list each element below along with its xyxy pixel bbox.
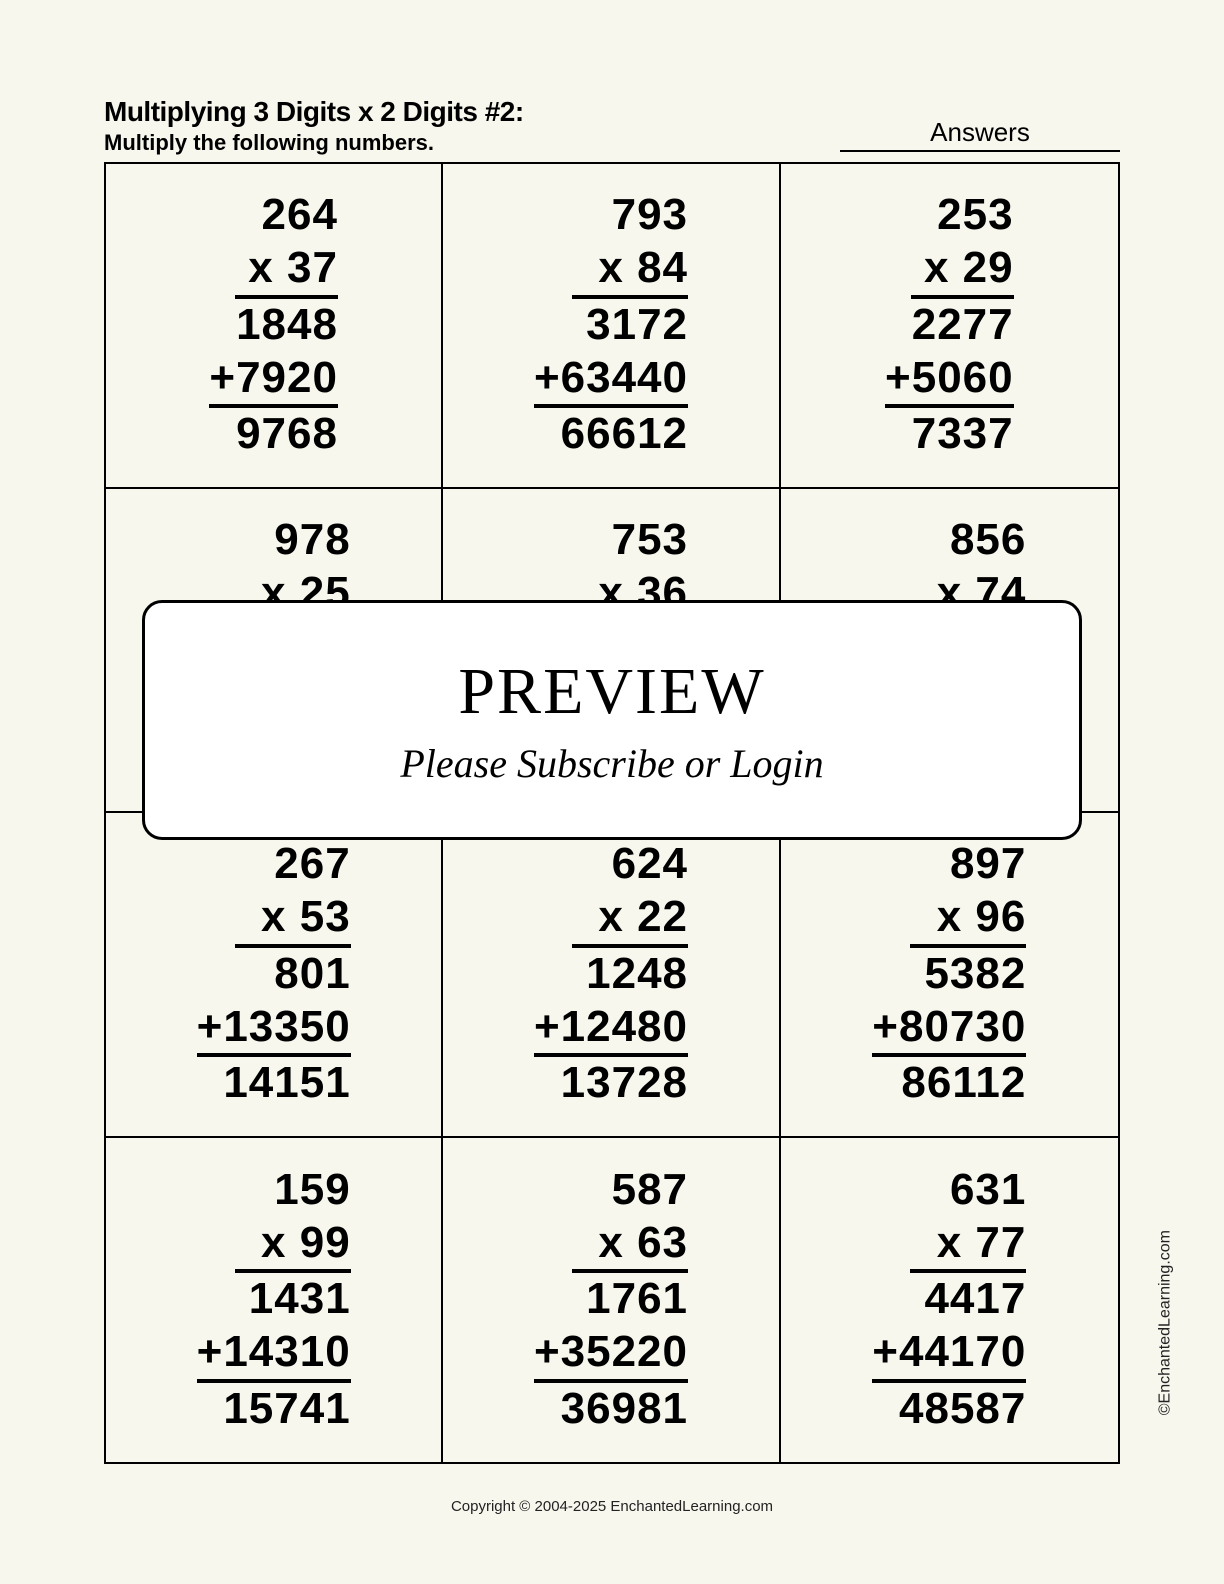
partial-product-2: +44170 xyxy=(872,1326,1026,1383)
multiplier-line: x 84 xyxy=(534,242,688,299)
result: 9768 xyxy=(209,408,338,461)
copyright-text: Copyright © 2004-2025 EnchantedLearning.… xyxy=(0,1498,1224,1515)
partial-product-1: 2277 xyxy=(885,299,1014,352)
header-left: Multiplying 3 Digits x 2 Digits #2: Mult… xyxy=(104,96,524,156)
problem-cell: 159 x 99 1431+14310 15741 xyxy=(106,1138,443,1463)
problem: 264 x 37 1848+7920 9768 xyxy=(209,189,338,461)
multiplicand: 587 xyxy=(534,1164,688,1217)
partial-product-2: +7920 xyxy=(209,352,338,409)
result: 13728 xyxy=(534,1057,688,1110)
overlay-title: PREVIEW xyxy=(458,654,765,730)
partial-product-1: 5382 xyxy=(872,948,1026,1001)
worksheet-subtitle: Multiply the following numbers. xyxy=(104,130,524,156)
partial-product-1: 1848 xyxy=(209,299,338,352)
partial-product-2: +14310 xyxy=(197,1326,351,1383)
partial-product-1: 1431 xyxy=(197,1273,351,1326)
partial-product-1: 1248 xyxy=(534,948,688,1001)
multiplicand: 267 xyxy=(197,838,351,891)
problem-cell: 897 x 96 5382+80730 86112 xyxy=(781,813,1118,1138)
result: 14151 xyxy=(197,1057,351,1110)
multiplicand: 753 xyxy=(534,514,688,567)
problem: 253 x 29 2277+5060 7337 xyxy=(885,189,1014,461)
problem-cell: 267 x 53 801+13350 14151 xyxy=(106,813,443,1138)
multiplier-line: x 99 xyxy=(197,1217,351,1274)
partial-product-1: 4417 xyxy=(872,1273,1026,1326)
result: 86112 xyxy=(872,1057,1026,1110)
partial-product-2: +63440 xyxy=(534,352,688,409)
multiplicand: 793 xyxy=(534,189,688,242)
result: 7337 xyxy=(885,408,1014,461)
problem-cell: 624 x 22 1248+12480 13728 xyxy=(443,813,780,1138)
multiplicand: 631 xyxy=(872,1164,1026,1217)
multiplier-line: x 77 xyxy=(872,1217,1026,1274)
multiplier-line: x 63 xyxy=(534,1217,688,1274)
partial-product-2: +12480 xyxy=(534,1001,688,1058)
multiplier-line: x 96 xyxy=(872,891,1026,948)
multiplier-line: x 22 xyxy=(534,891,688,948)
problem: 624 x 22 1248+12480 13728 xyxy=(534,838,688,1110)
partial-product-2: +35220 xyxy=(534,1326,688,1383)
multiplicand: 624 xyxy=(534,838,688,891)
result: 15741 xyxy=(197,1383,351,1436)
multiplicand: 264 xyxy=(209,189,338,242)
problem-cell: 264 x 37 1848+7920 9768 xyxy=(106,164,443,489)
problem: 897 x 96 5382+80730 86112 xyxy=(872,838,1026,1110)
side-watermark: ©EnchantedLearning.com xyxy=(1156,1230,1174,1415)
partial-product-2: +13350 xyxy=(197,1001,351,1058)
problem: 631 x 77 4417+44170 48587 xyxy=(872,1164,1026,1436)
partial-product-1: 801 xyxy=(197,948,351,1001)
multiplicand: 897 xyxy=(872,838,1026,891)
answers-label: Answers xyxy=(840,117,1120,152)
partial-product-2: +5060 xyxy=(885,352,1014,409)
multiplier-line: x 53 xyxy=(197,891,351,948)
header: Multiplying 3 Digits x 2 Digits #2: Mult… xyxy=(104,96,1120,156)
multiplier-line: x 29 xyxy=(885,242,1014,299)
problem-cell: 587 x 63 1761+35220 36981 xyxy=(443,1138,780,1463)
result: 66612 xyxy=(534,408,688,461)
result: 48587 xyxy=(872,1383,1026,1436)
partial-product-1: 3172 xyxy=(534,299,688,352)
problem: 793 x 84 3172+63440 66612 xyxy=(534,189,688,461)
multiplicand: 253 xyxy=(885,189,1014,242)
problem-cell: 253 x 29 2277+5060 7337 xyxy=(781,164,1118,489)
partial-product-1: 1761 xyxy=(534,1273,688,1326)
problem: 159 x 99 1431+14310 15741 xyxy=(197,1164,351,1436)
problem: 587 x 63 1761+35220 36981 xyxy=(534,1164,688,1436)
problem-cell: 793 x 84 3172+63440 66612 xyxy=(443,164,780,489)
multiplicand: 159 xyxy=(197,1164,351,1217)
preview-overlay: PREVIEW Please Subscribe or Login xyxy=(142,600,1082,840)
multiplicand: 856 xyxy=(872,514,1026,567)
partial-product-2: +80730 xyxy=(872,1001,1026,1058)
overlay-subtitle: Please Subscribe or Login xyxy=(400,740,823,787)
problem: 267 x 53 801+13350 14151 xyxy=(197,838,351,1110)
multiplicand: 978 xyxy=(197,514,351,567)
worksheet-title: Multiplying 3 Digits x 2 Digits #2: xyxy=(104,96,524,128)
result: 36981 xyxy=(534,1383,688,1436)
multiplier-line: x 37 xyxy=(209,242,338,299)
problem-cell: 631 x 77 4417+44170 48587 xyxy=(781,1138,1118,1463)
